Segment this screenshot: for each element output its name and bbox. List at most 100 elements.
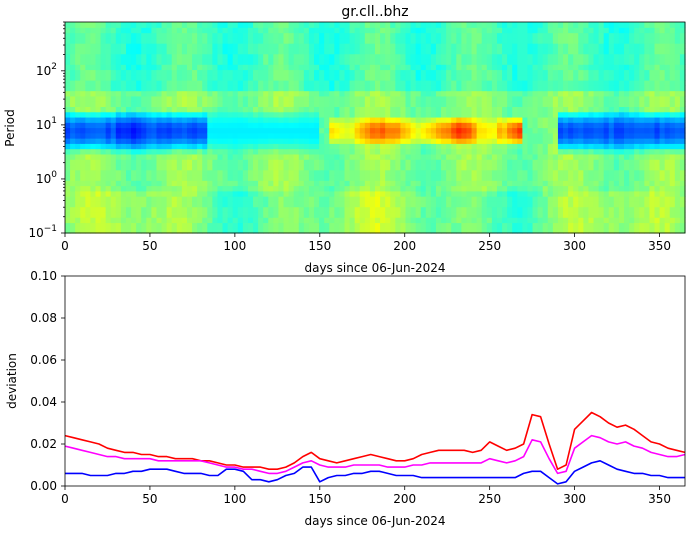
heatmap-cell — [273, 85, 280, 92]
heatmap-cell — [405, 80, 412, 86]
heatmap-cell — [395, 211, 402, 218]
heatmap-cell — [151, 43, 158, 49]
heatmap-cell — [314, 48, 320, 55]
heatmap-cell — [573, 159, 579, 166]
heatmap-cell — [354, 159, 361, 166]
heatmap-cell — [634, 122, 640, 129]
heatmap-cell — [369, 138, 376, 144]
heatmap-cell — [192, 27, 198, 34]
heatmap-cell — [466, 122, 473, 129]
heatmap-cell — [344, 211, 351, 218]
heatmap-cell — [334, 74, 341, 81]
heatmap-cell — [679, 43, 686, 49]
heatmap-cell — [298, 22, 305, 28]
heatmap-cell — [481, 43, 488, 49]
heatmap-cell — [578, 43, 584, 49]
heatmap-cell — [446, 169, 452, 176]
heatmap-cell — [491, 106, 498, 113]
heatmap-cell — [451, 74, 457, 81]
heatmap-cell — [446, 127, 452, 134]
heatmap-cell — [222, 159, 229, 166]
heatmap-cell — [420, 211, 427, 218]
heatmap-cell — [659, 201, 666, 208]
heatmap-cell — [435, 64, 442, 71]
heatmap-cell — [95, 74, 102, 81]
heatmap-cell — [146, 190, 152, 197]
heatmap-cell — [217, 27, 224, 34]
heatmap-cell — [507, 64, 513, 71]
heatmap-cell — [298, 27, 305, 34]
heatmap-cell — [258, 196, 264, 202]
heatmap-cell — [258, 64, 264, 71]
heatmap-cell — [568, 159, 574, 166]
heatmap-cell — [192, 111, 198, 118]
heatmap-cell — [359, 169, 366, 176]
heatmap-cell — [380, 138, 386, 144]
heatmap-cell — [95, 148, 102, 155]
heatmap-cell — [110, 43, 117, 49]
heatmap-cell — [222, 180, 229, 187]
heatmap-cell — [491, 122, 498, 129]
heatmap-cell — [507, 37, 513, 44]
heatmap-cell — [451, 169, 457, 176]
heatmap-cell — [588, 143, 595, 150]
heatmap-cell — [557, 169, 564, 176]
heatmap-cell — [176, 116, 183, 123]
heatmap-cell — [100, 169, 107, 176]
heatmap-cell — [115, 37, 122, 44]
heatmap-cell — [258, 48, 264, 55]
heatmap-cell — [618, 217, 625, 224]
heatmap-cell — [227, 106, 234, 113]
heatmap-cell — [639, 116, 645, 123]
heatmap-cell — [141, 48, 147, 55]
heatmap-cell — [70, 227, 76, 234]
heatmap-cell — [517, 53, 523, 60]
heatmap-cell — [115, 127, 122, 134]
heatmap-cell — [212, 37, 219, 44]
heatmap-cell — [146, 53, 152, 60]
heatmap-cell — [171, 164, 178, 171]
heatmap-cell — [476, 116, 483, 123]
heatmap-cell — [166, 69, 173, 76]
heatmap-cell — [80, 101, 86, 107]
heatmap-cell — [171, 90, 178, 97]
heatmap-cell — [471, 206, 478, 213]
heatmap-cell — [466, 148, 473, 155]
heatmap-cell — [466, 190, 473, 197]
heatmap-cell — [649, 106, 656, 113]
heatmap-cell — [456, 111, 462, 118]
heatmap-cell — [232, 106, 239, 113]
heatmap-cell — [639, 53, 645, 60]
heatmap-cell — [659, 48, 666, 55]
heatmap-cell — [217, 222, 224, 229]
heatmap-cell — [90, 211, 97, 218]
heatmap-cell — [654, 185, 661, 192]
heatmap-cell — [415, 185, 422, 192]
heatmap-cell — [324, 217, 330, 224]
heatmap-cell — [507, 27, 513, 34]
heatmap-cell — [634, 106, 640, 113]
heatmap-cell — [380, 32, 386, 39]
heatmap-cell — [674, 58, 681, 65]
heatmap-cell — [446, 90, 452, 97]
heatmap-cell — [502, 201, 508, 208]
heatmap-cell — [618, 80, 625, 86]
heatmap-cell — [80, 122, 86, 129]
heatmap-cell — [496, 222, 503, 229]
heatmap-cell — [207, 85, 213, 92]
heatmap-cell — [456, 80, 462, 86]
heatmap-cell — [80, 138, 86, 144]
heatmap-cell — [400, 138, 407, 144]
heatmap-cell — [629, 196, 635, 202]
heatmap-cell — [527, 122, 534, 129]
heatmap-cell — [349, 127, 356, 134]
heatmap-cell — [125, 138, 132, 144]
heatmap-cell — [329, 27, 335, 34]
heatmap-cell — [80, 22, 86, 28]
heatmap-cell — [80, 32, 86, 39]
heatmap-cell — [390, 148, 396, 155]
heatmap-cell — [354, 222, 361, 229]
heatmap-cell — [512, 201, 518, 208]
heatmap-cell — [80, 111, 86, 118]
heatmap-cell — [405, 111, 412, 118]
